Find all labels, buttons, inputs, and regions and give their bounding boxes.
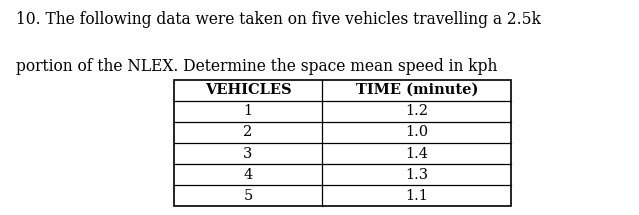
Text: 1: 1 [243,104,252,118]
Text: 1.3: 1.3 [405,168,428,182]
Text: 1.4: 1.4 [405,147,428,161]
Text: portion of the NLEX. Determine the space mean speed in kph: portion of the NLEX. Determine the space… [16,58,497,75]
Text: 4: 4 [243,168,252,182]
Text: 1.0: 1.0 [405,125,428,139]
Text: 1.2: 1.2 [405,104,428,118]
Text: VEHICLES: VEHICLES [204,83,291,97]
Bar [174,80,511,206]
Text: 5: 5 [243,189,252,203]
Text: 10. The following data were taken on five vehicles travelling a 2.5k: 10. The following data were taken on fiv… [16,11,541,28]
Text: 1.1: 1.1 [405,189,428,203]
Text: 3: 3 [243,147,252,161]
Text: TIME (minute): TIME (minute) [355,83,478,97]
Text: 2: 2 [243,125,252,139]
